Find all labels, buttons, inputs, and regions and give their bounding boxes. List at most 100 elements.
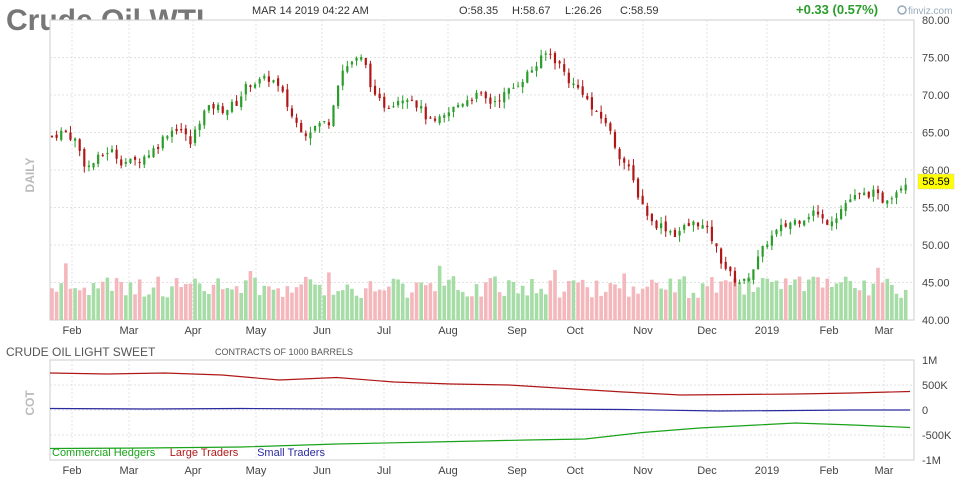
low-value: L:26.26 xyxy=(565,5,602,17)
candle-body xyxy=(563,64,566,72)
volume-bar xyxy=(354,295,359,320)
candle-body xyxy=(452,106,455,113)
candle-body xyxy=(143,156,146,165)
volume-bar xyxy=(244,280,248,320)
candle-body xyxy=(743,278,746,281)
volume-bar xyxy=(843,276,848,320)
candle-body xyxy=(78,139,81,151)
volume-bar xyxy=(636,293,640,320)
candle-body xyxy=(839,209,843,219)
candle-body xyxy=(120,159,123,166)
candle-body xyxy=(410,99,414,101)
volume-bar xyxy=(336,291,340,320)
volume-bar xyxy=(253,277,257,320)
volume-bar xyxy=(77,290,82,320)
volume-bar xyxy=(543,294,548,320)
volume-bar xyxy=(516,293,520,320)
x-tick-label: Jul xyxy=(377,325,391,337)
candle-body xyxy=(235,100,238,106)
candle-body xyxy=(415,100,418,108)
volume-bar xyxy=(622,273,627,320)
volume-bar xyxy=(608,283,613,320)
volume-bar xyxy=(645,286,650,320)
volume-bar xyxy=(230,289,234,320)
volume-bar xyxy=(746,277,751,320)
x-tick-label: Nov xyxy=(633,465,653,477)
candle-body xyxy=(803,220,806,226)
candle-body xyxy=(507,88,510,94)
volume-bar xyxy=(797,276,802,320)
candle-body xyxy=(129,158,132,164)
candle-body xyxy=(770,235,773,246)
volume-bar xyxy=(793,279,797,320)
candle-body xyxy=(673,229,677,237)
candle-body xyxy=(512,87,515,89)
candle-body xyxy=(858,193,861,195)
volume-bar xyxy=(770,281,774,320)
volume-bar xyxy=(728,281,733,320)
candle-body xyxy=(650,213,653,222)
candle-body xyxy=(97,154,100,164)
candle-body xyxy=(516,86,520,88)
candle-body xyxy=(64,130,67,133)
candle-body xyxy=(844,203,847,211)
volume-bar xyxy=(377,289,382,320)
high-value: H:58.67 xyxy=(512,5,551,17)
candle-body xyxy=(812,210,815,216)
candle-body xyxy=(253,84,257,88)
candle-body xyxy=(706,225,709,228)
x-tick-label: Aug xyxy=(438,325,458,337)
candle-body xyxy=(60,130,63,140)
volume-bar xyxy=(114,278,119,320)
volume-bar xyxy=(691,292,696,320)
volume-bar xyxy=(890,284,894,320)
candle-body xyxy=(207,105,210,111)
brand-label[interactable]: finviz.com xyxy=(908,6,952,17)
candle-body xyxy=(198,123,201,131)
cot-series-line xyxy=(49,422,911,450)
candle-body xyxy=(558,61,561,64)
volume-bar xyxy=(368,281,373,320)
candle-body xyxy=(632,165,635,181)
candle-body xyxy=(83,149,86,167)
candle-body xyxy=(313,125,317,131)
volume-bar xyxy=(271,289,276,320)
candle-body xyxy=(683,224,686,230)
candle-body xyxy=(821,214,824,219)
candle-body xyxy=(184,128,187,135)
x-tick-label: Feb xyxy=(820,325,839,337)
volume-bar xyxy=(322,295,327,320)
volume-bar xyxy=(262,285,267,320)
close-value: C:58.59 xyxy=(620,5,659,17)
price-x-ticks: Feb Mar Apr May Jun Jul Aug Sep Oct Nov Dec 2019 Feb… xyxy=(63,325,894,337)
candle-body xyxy=(138,162,141,164)
volume-bar xyxy=(525,295,530,320)
candle-body xyxy=(152,148,155,158)
volume-bar xyxy=(225,287,230,320)
volume-bar xyxy=(497,292,502,320)
candle-body xyxy=(346,66,349,72)
candle-body xyxy=(383,96,386,108)
candle-body xyxy=(309,132,312,139)
volume-bar xyxy=(811,276,816,320)
volume-bar xyxy=(765,278,770,320)
candle-body xyxy=(609,123,612,131)
volume-bar xyxy=(142,296,147,320)
volume-bar xyxy=(156,276,160,320)
candle-body xyxy=(355,57,358,61)
x-tick-label: Sep xyxy=(507,465,527,477)
candle-body xyxy=(895,192,898,198)
volume-bar xyxy=(714,292,719,320)
cot-grid xyxy=(50,360,914,460)
volume-bar xyxy=(677,279,682,320)
volume-bar xyxy=(234,286,239,320)
volume-bars xyxy=(50,263,908,320)
candle-body xyxy=(498,100,501,102)
volume-bar xyxy=(387,286,391,320)
candle-body xyxy=(166,136,169,139)
volume-bar xyxy=(460,291,465,320)
candle-body xyxy=(277,78,280,86)
finviz-logo-icon[interactable] xyxy=(897,5,907,15)
candles xyxy=(50,48,907,287)
